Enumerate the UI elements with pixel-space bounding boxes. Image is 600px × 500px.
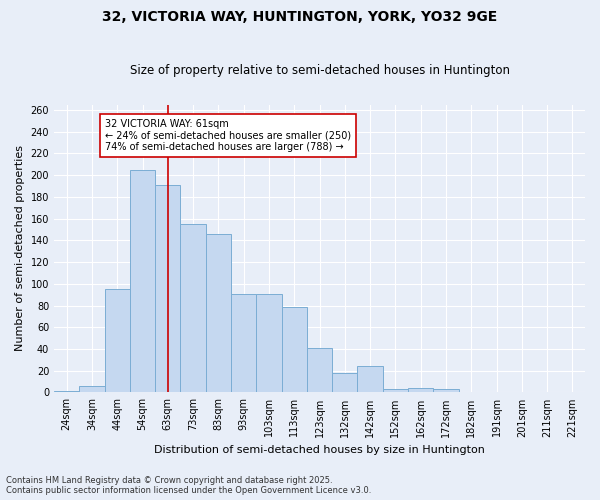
Bar — [281, 306, 307, 392]
Bar — [130, 170, 155, 392]
Bar — [181, 224, 206, 392]
Bar — [408, 388, 433, 392]
Text: Contains HM Land Registry data © Crown copyright and database right 2025.
Contai: Contains HM Land Registry data © Crown c… — [6, 476, 371, 495]
Y-axis label: Number of semi-detached properties: Number of semi-detached properties — [15, 146, 25, 352]
Bar — [104, 289, 130, 393]
Bar — [155, 185, 181, 392]
Text: 32 VICTORIA WAY: 61sqm
← 24% of semi-detached houses are smaller (250)
74% of se: 32 VICTORIA WAY: 61sqm ← 24% of semi-det… — [104, 118, 351, 152]
Text: 32, VICTORIA WAY, HUNTINGTON, YORK, YO32 9GE: 32, VICTORIA WAY, HUNTINGTON, YORK, YO32… — [103, 10, 497, 24]
Bar — [79, 386, 104, 392]
Bar — [358, 366, 383, 392]
Bar — [206, 234, 231, 392]
Title: Size of property relative to semi-detached houses in Huntington: Size of property relative to semi-detach… — [130, 64, 509, 77]
Bar — [307, 348, 332, 393]
Bar — [256, 294, 281, 392]
Bar — [433, 389, 458, 392]
Bar — [332, 373, 358, 392]
Bar — [383, 389, 408, 392]
Bar — [231, 294, 256, 392]
X-axis label: Distribution of semi-detached houses by size in Huntington: Distribution of semi-detached houses by … — [154, 445, 485, 455]
